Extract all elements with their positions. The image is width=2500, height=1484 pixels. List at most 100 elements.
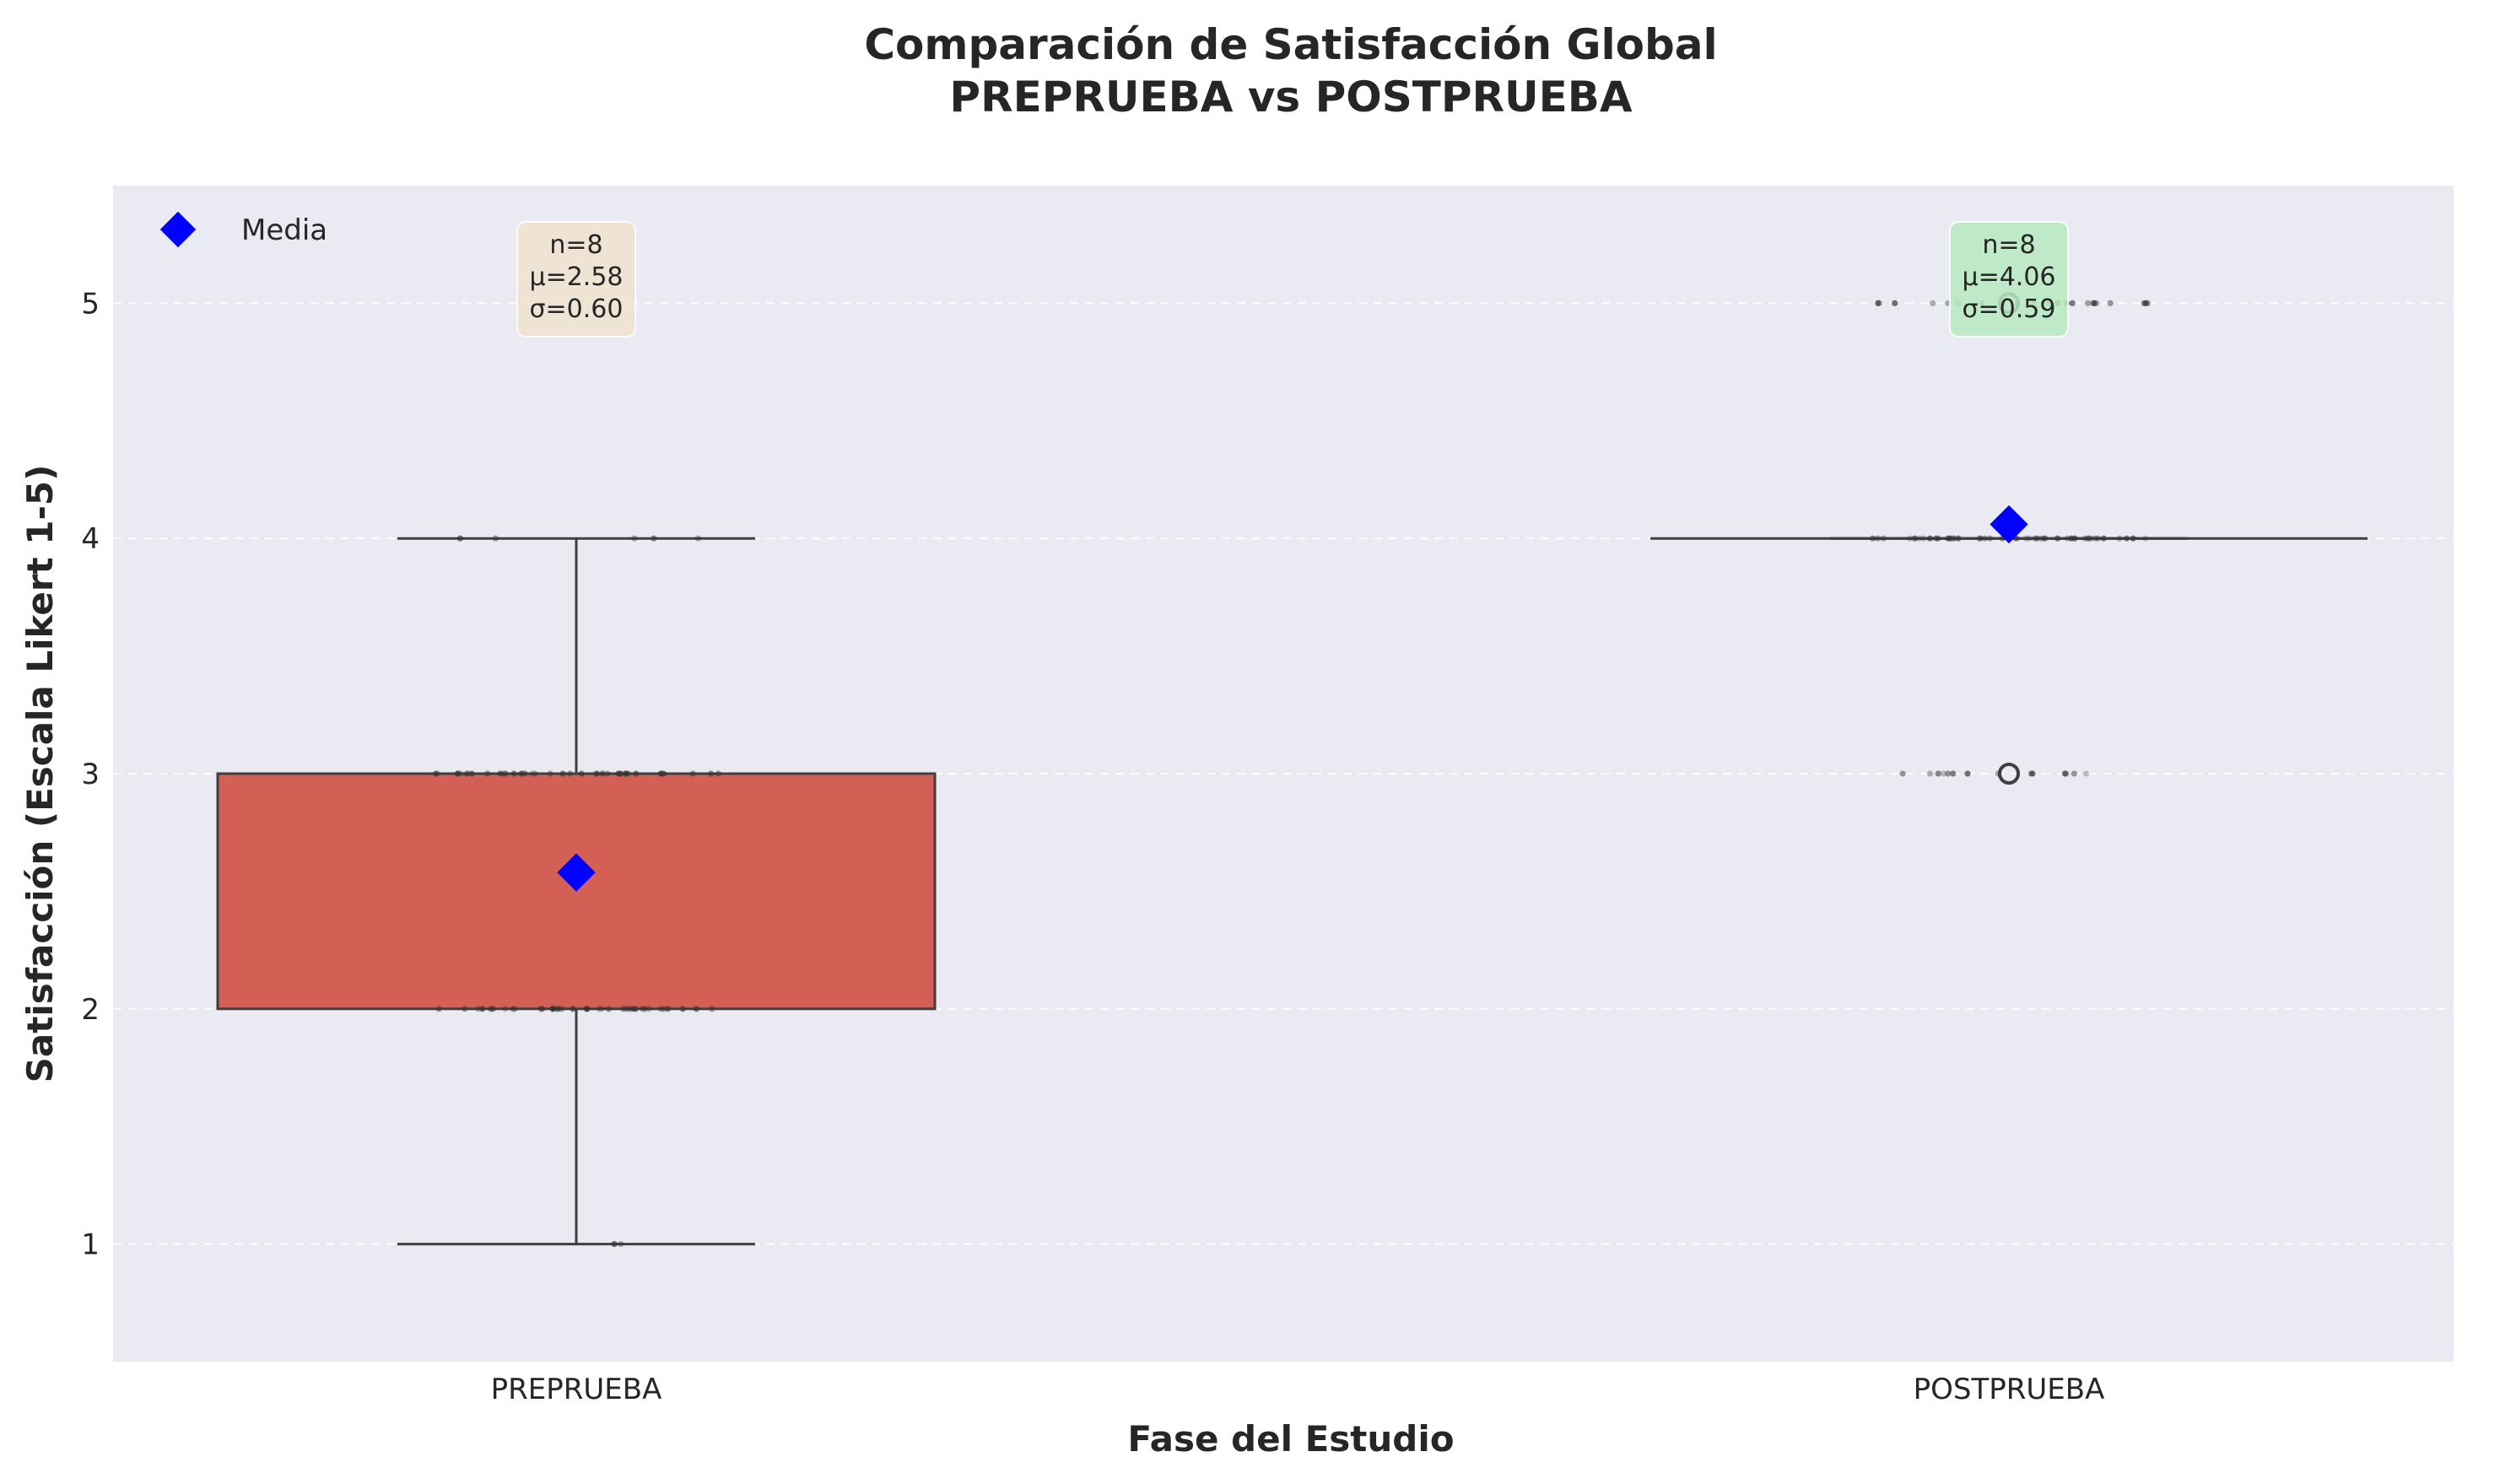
jitter-point-postprueba-4 bbox=[1935, 535, 1941, 542]
jitter-point-postprueba-5 bbox=[2085, 299, 2092, 306]
jitter-point-preprueba-2 bbox=[624, 1006, 631, 1012]
jitter-point-preprueba-3 bbox=[502, 770, 510, 777]
mean-marker-preprueba bbox=[557, 853, 596, 892]
jitter-point-postprueba-3 bbox=[2029, 770, 2036, 777]
jitter-point-postprueba-4 bbox=[1906, 535, 1914, 542]
jitter-point-postprueba-4 bbox=[1869, 535, 1876, 542]
jitter-point-preprueba-3 bbox=[618, 770, 624, 777]
y-ticks: 1 2 3 4 5 bbox=[81, 287, 100, 1261]
jitter-point-postprueba-4 bbox=[2033, 535, 2041, 542]
jitter-point-postprueba-4 bbox=[2116, 535, 2123, 542]
stat-annotations: n=8μ=2.58σ=0.60n=8μ=4.06σ=0.59 bbox=[516, 221, 2069, 337]
jitter-point-preprueba-3 bbox=[708, 770, 715, 777]
jitter-point-preprueba-3 bbox=[434, 770, 440, 777]
jitter-point-preprueba-2 bbox=[628, 1006, 634, 1012]
jitter-point-preprueba-4 bbox=[631, 535, 638, 542]
jitter-point-preprueba-3 bbox=[497, 770, 504, 777]
jitter-point-preprueba-3 bbox=[468, 770, 475, 777]
jitter-point-postprueba-3 bbox=[1926, 770, 1934, 777]
jitter-point-preprueba-4 bbox=[492, 535, 499, 542]
jitter-point-preprueba-3 bbox=[578, 770, 585, 777]
jitter-point-preprueba-3 bbox=[547, 770, 553, 777]
jitter-point-postprueba-4 bbox=[2085, 535, 2092, 542]
jitter-point-postprueba-4 bbox=[1926, 535, 1933, 542]
jitter-point-preprueba-2 bbox=[632, 1006, 640, 1012]
stat-n-preprueba: n=8 bbox=[549, 230, 602, 260]
jitter-point-preprueba-2 bbox=[709, 1006, 715, 1012]
jitter-point-preprueba-2 bbox=[549, 1006, 556, 1012]
jitter-point-postprueba-4 bbox=[1915, 535, 1923, 542]
jitter-point-postprueba-4 bbox=[2026, 535, 2033, 542]
stat-sd-preprueba: σ=0.60 bbox=[530, 294, 624, 324]
jitter-point-preprueba-3 bbox=[559, 770, 566, 777]
y-tick-label-5: 5 bbox=[81, 287, 100, 321]
jitter-point-preprueba-2 bbox=[435, 1006, 442, 1012]
jitter-point-postprueba-4 bbox=[2123, 535, 2130, 542]
chart-title-line-1: Comparación de Satisfacción Global bbox=[864, 20, 1717, 69]
jitter-point-postprueba-5 bbox=[2092, 299, 2099, 306]
jitter-point-postprueba-5 bbox=[2090, 299, 2097, 306]
jitter-point-preprueba-3 bbox=[622, 770, 629, 777]
outlier-postprueba-3 bbox=[1998, 763, 2020, 785]
jitter-point-preprueba-2 bbox=[584, 1006, 591, 1012]
jitter-point-preprueba-3 bbox=[593, 770, 600, 777]
legend: Media bbox=[159, 211, 327, 248]
jitter-point-postprueba-4 bbox=[1986, 535, 1994, 542]
mean-marker-postprueba bbox=[1990, 505, 2028, 544]
jitter-point-postprueba-4 bbox=[1945, 535, 1952, 542]
jitter-point-preprueba-4 bbox=[651, 535, 657, 542]
jitter-point-preprueba-2 bbox=[554, 1006, 561, 1012]
chart-title-line-2: PREPRUEBA vs POSTPRUEBA bbox=[949, 73, 1632, 121]
jitter-point-preprueba-4 bbox=[694, 535, 702, 542]
jitter-point-postprueba-3 bbox=[1964, 770, 1971, 777]
jitter-point-postprueba-5 bbox=[1876, 299, 1883, 306]
jitter-point-preprueba-2 bbox=[665, 1006, 672, 1012]
jitter-point-preprueba-3 bbox=[604, 770, 611, 777]
jitter-point-preprueba-2 bbox=[570, 1006, 576, 1012]
jitter-point-postprueba-3 bbox=[1995, 770, 2002, 777]
jitter-point-postprueba-4 bbox=[2041, 535, 2049, 542]
y-tick-label-1: 1 bbox=[81, 1228, 100, 1262]
jitter-point-preprueba-2 bbox=[693, 1006, 699, 1012]
jitter-point-preprueba-3 bbox=[659, 770, 666, 777]
jitter-points bbox=[432, 299, 2151, 1248]
stat-mean-postprueba: μ=4.06 bbox=[1962, 262, 2055, 292]
jitter-point-postprueba-3 bbox=[1945, 770, 1952, 777]
jitter-point-postprueba-4 bbox=[1981, 535, 1988, 542]
jitter-point-postprueba-3 bbox=[2071, 770, 2077, 777]
jitter-point-preprueba-3 bbox=[623, 770, 629, 777]
jitter-point-preprueba-3 bbox=[593, 770, 601, 777]
jitter-point-preprueba-3 bbox=[657, 770, 664, 777]
jitter-point-postprueba-4 bbox=[1977, 535, 1984, 542]
jitter-point-preprueba-3 bbox=[463, 770, 470, 777]
jitter-point-preprueba-2 bbox=[679, 1006, 686, 1012]
means bbox=[557, 505, 2028, 892]
jitter-point-preprueba-2 bbox=[620, 1006, 627, 1012]
jitter-point-preprueba-2 bbox=[502, 1006, 509, 1012]
x-axis-label: Fase del Estudio bbox=[1127, 1418, 1454, 1460]
jitter-point-preprueba-2 bbox=[475, 1006, 482, 1012]
jitter-point-postprueba-4 bbox=[2054, 535, 2061, 542]
jitter-point-preprueba-2 bbox=[657, 1006, 664, 1012]
jitter-point-postprueba-4 bbox=[2130, 535, 2136, 542]
jitter-point-preprueba-2 bbox=[462, 1006, 468, 1012]
jitter-point-preprueba-2 bbox=[479, 1006, 486, 1012]
y-tick-label-2: 2 bbox=[81, 993, 100, 1027]
jitter-point-postprueba-4 bbox=[1911, 535, 1918, 542]
jitter-point-postprueba-4 bbox=[1955, 535, 1962, 542]
jitter-point-preprueba-3 bbox=[499, 770, 507, 777]
jitter-point-preprueba-3 bbox=[625, 770, 632, 777]
jitter-point-preprueba-2 bbox=[537, 1006, 544, 1012]
jitter-point-postprueba-4 bbox=[2100, 535, 2107, 542]
legend-mean-label: Media bbox=[241, 213, 327, 247]
jitter-point-postprueba-4 bbox=[1874, 535, 1882, 542]
jitter-point-preprueba-3 bbox=[454, 770, 461, 777]
jitter-point-preprueba-2 bbox=[630, 1006, 637, 1012]
y-tick-label-4: 4 bbox=[81, 522, 100, 556]
jitter-point-preprueba-2 bbox=[641, 1006, 649, 1012]
jitter-point-preprueba-4 bbox=[456, 535, 464, 542]
jitter-point-preprueba-3 bbox=[464, 770, 471, 777]
jitter-point-preprueba-2 bbox=[660, 1006, 667, 1012]
jitter-point-postprueba-4 bbox=[2071, 535, 2078, 542]
jitter-point-postprueba-4 bbox=[1880, 535, 1887, 542]
